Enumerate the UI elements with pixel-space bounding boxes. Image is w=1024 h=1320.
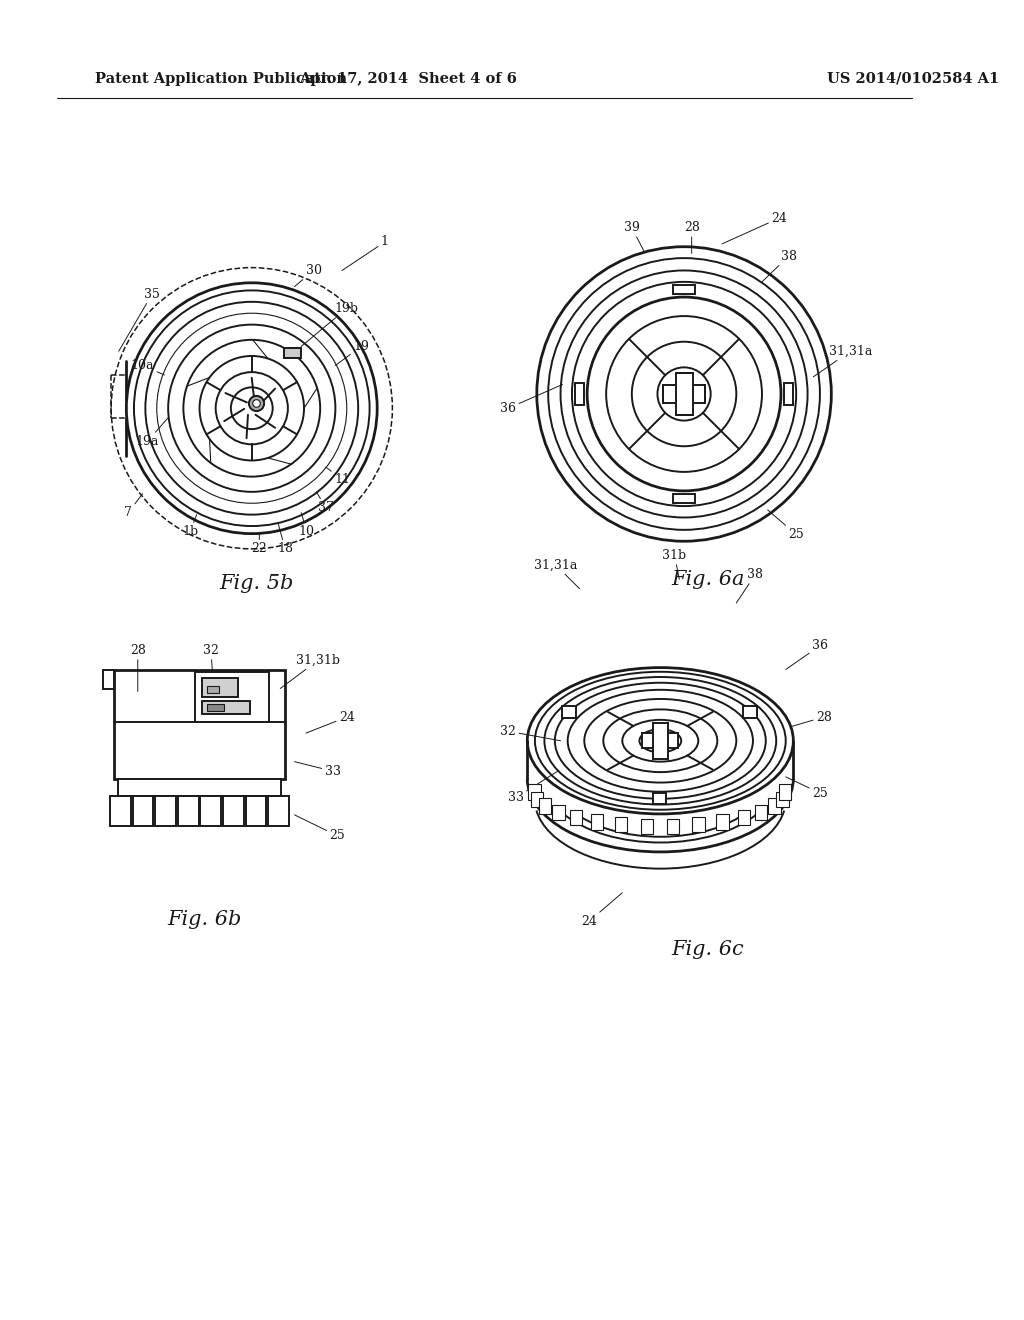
- Text: 31,31a: 31,31a: [813, 345, 872, 378]
- Bar: [779, 784, 792, 800]
- Bar: [667, 818, 679, 834]
- Text: 19b: 19b: [301, 302, 358, 346]
- Text: 36: 36: [501, 384, 562, 414]
- Bar: [673, 494, 695, 503]
- Bar: [201, 796, 221, 826]
- Bar: [246, 796, 266, 826]
- Text: 37: 37: [316, 492, 334, 515]
- Bar: [133, 796, 154, 826]
- Bar: [673, 285, 695, 294]
- Text: Patent Application Publication: Patent Application Publication: [95, 71, 347, 86]
- Bar: [102, 669, 114, 689]
- Text: Fig. 5b: Fig. 5b: [219, 574, 294, 594]
- Text: 32: 32: [501, 725, 560, 741]
- Text: 22: 22: [252, 533, 267, 556]
- Text: 10a: 10a: [131, 359, 165, 375]
- Bar: [539, 799, 552, 813]
- Text: 24: 24: [581, 892, 623, 928]
- Text: 33: 33: [295, 762, 341, 777]
- Bar: [284, 348, 301, 358]
- Text: 25: 25: [768, 510, 804, 541]
- Text: Fig. 6a: Fig. 6a: [671, 570, 744, 589]
- Bar: [156, 796, 176, 826]
- Bar: [614, 817, 628, 833]
- Bar: [531, 792, 544, 807]
- Bar: [114, 669, 285, 779]
- Bar: [195, 672, 269, 722]
- Text: 28: 28: [130, 644, 145, 692]
- Bar: [569, 810, 582, 825]
- Circle shape: [253, 400, 260, 408]
- Text: 19: 19: [336, 341, 369, 366]
- Text: 33: 33: [508, 771, 558, 804]
- Text: 18: 18: [278, 524, 293, 556]
- Bar: [755, 805, 767, 820]
- Bar: [692, 817, 705, 833]
- Bar: [652, 792, 666, 804]
- Text: 24: 24: [722, 211, 787, 244]
- Bar: [574, 383, 585, 405]
- Bar: [783, 383, 794, 405]
- Bar: [268, 796, 289, 826]
- Text: 24: 24: [306, 710, 354, 733]
- Text: 32: 32: [203, 644, 219, 692]
- Text: 11: 11: [326, 467, 350, 486]
- Text: 25: 25: [295, 814, 345, 842]
- Bar: [743, 706, 757, 718]
- Text: 31,31a: 31,31a: [535, 558, 580, 589]
- Text: 1b: 1b: [182, 515, 198, 539]
- Bar: [664, 385, 705, 403]
- Text: 10: 10: [299, 512, 314, 539]
- Text: 38: 38: [736, 568, 763, 603]
- Text: 39: 39: [624, 222, 644, 252]
- Bar: [528, 784, 541, 800]
- Bar: [642, 733, 678, 748]
- Bar: [207, 704, 224, 711]
- Text: 25: 25: [785, 777, 827, 800]
- Bar: [676, 374, 692, 414]
- Text: 28: 28: [792, 710, 831, 726]
- Bar: [737, 810, 750, 825]
- Text: 7: 7: [124, 494, 142, 519]
- Bar: [207, 685, 218, 693]
- Text: 30: 30: [295, 264, 322, 286]
- Text: Fig. 6c: Fig. 6c: [672, 940, 744, 960]
- Bar: [203, 678, 239, 697]
- Bar: [652, 723, 668, 759]
- Text: 19a: 19a: [135, 417, 168, 447]
- Bar: [111, 796, 131, 826]
- Text: 28: 28: [684, 222, 699, 253]
- Bar: [223, 796, 244, 826]
- Text: 31,31b: 31,31b: [281, 653, 340, 689]
- Bar: [768, 799, 780, 813]
- Bar: [178, 796, 199, 826]
- Bar: [118, 779, 282, 796]
- Circle shape: [249, 396, 264, 411]
- Bar: [562, 706, 575, 718]
- Text: Apr. 17, 2014  Sheet 4 of 6: Apr. 17, 2014 Sheet 4 of 6: [300, 71, 517, 86]
- Text: 35: 35: [119, 288, 160, 351]
- Bar: [641, 818, 653, 834]
- Text: 1: 1: [342, 235, 389, 271]
- Bar: [591, 814, 603, 829]
- Bar: [552, 805, 564, 820]
- Text: 38: 38: [762, 249, 797, 282]
- Text: 36: 36: [785, 639, 828, 669]
- Bar: [203, 701, 250, 714]
- Bar: [717, 814, 729, 829]
- Text: 31b: 31b: [663, 549, 687, 579]
- Bar: [776, 792, 788, 807]
- Text: Fig. 6b: Fig. 6b: [167, 909, 242, 929]
- Text: US 2014/0102584 A1: US 2014/0102584 A1: [826, 71, 998, 86]
